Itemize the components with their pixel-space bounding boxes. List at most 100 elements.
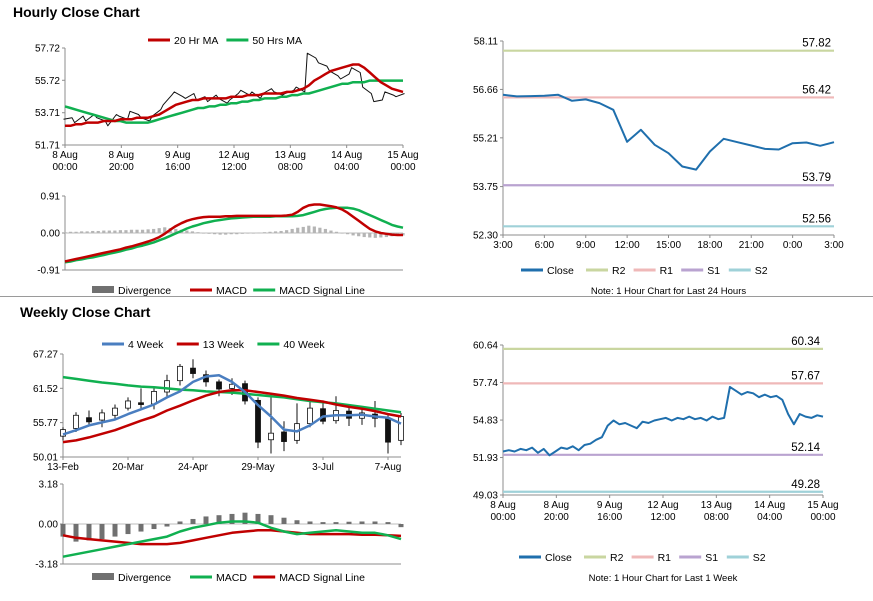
legend-label: R2 <box>610 552 624 564</box>
candlestick <box>372 400 378 428</box>
candle-body <box>385 417 391 443</box>
x-tick-label: 00:00 <box>52 162 77 173</box>
candlestick <box>216 379 222 397</box>
divergence-bar <box>151 524 157 530</box>
divergence-bar <box>362 233 366 238</box>
macd-line <box>64 203 403 263</box>
hourly-chart-title: Hourly Close Chart <box>13 4 140 20</box>
divergence-bar <box>216 515 222 524</box>
divergence-bar <box>318 227 322 233</box>
y-tick-label: 67.27 <box>33 350 58 361</box>
candle-body <box>190 367 196 374</box>
divergence-bar <box>290 228 294 233</box>
x-tick-label: 14 Aug <box>754 500 785 511</box>
x-tick-label: 0:00 <box>783 240 803 251</box>
y-tick-label: 52.30 <box>473 231 498 242</box>
y-tick-label: 0.00 <box>41 229 61 240</box>
candlestick <box>86 410 92 427</box>
x-tick-label: 9:00 <box>576 240 596 251</box>
x-tick-label: 13-Feb <box>47 462 79 473</box>
y-tick-label: 56.66 <box>473 85 498 96</box>
divergence-bar <box>190 231 195 233</box>
y-tick-label: 60.64 <box>473 341 498 352</box>
x-tick-label: 13 Aug <box>701 500 732 511</box>
divergence-bar <box>398 524 404 528</box>
close-line <box>502 93 835 171</box>
divergence-bar <box>140 229 145 233</box>
divergence-bar <box>257 232 261 234</box>
divergence-bar <box>185 230 189 233</box>
divergence-bar <box>294 520 300 524</box>
divergence-bar <box>246 233 250 234</box>
divergence-bar <box>346 521 352 524</box>
level-label-s1: 53.79 <box>802 172 831 184</box>
chart-note: Note: 1 Hour Chart for Last 1 Week <box>589 573 738 584</box>
x-tick-label: 6:00 <box>535 240 555 251</box>
divergence-bar <box>268 515 274 524</box>
divergence-bar <box>281 517 287 524</box>
divergence-bar <box>229 513 235 524</box>
x-tick-label: 12:00 <box>650 512 675 523</box>
divergence-bar <box>60 524 66 537</box>
candle-body <box>398 416 404 441</box>
legend-label: S2 <box>755 265 768 277</box>
legend-label: MACD <box>216 285 247 297</box>
divergence-bar <box>196 232 200 233</box>
x-tick-label: 16:00 <box>597 512 622 523</box>
candle-body <box>151 391 157 405</box>
legend-label: Divergence <box>118 572 171 584</box>
candlestick <box>125 397 131 411</box>
divergence-bar <box>73 524 79 542</box>
divergence-bar <box>224 233 228 235</box>
candle-body <box>229 383 235 389</box>
divergence-bar <box>359 521 365 524</box>
x-tick-label: 12 Aug <box>647 500 678 511</box>
candlestick <box>333 396 339 424</box>
legend-label: MACD Signal Line <box>279 285 365 297</box>
divergence-bar <box>296 227 300 233</box>
legend-label: 13 Week <box>203 339 245 351</box>
candle-body <box>138 402 144 405</box>
legend-label: S1 <box>707 265 720 277</box>
candlestick <box>294 403 300 444</box>
x-tick-label: 13 Aug <box>275 150 306 161</box>
divergence-bar <box>80 231 84 233</box>
level-label-s2: 49.28 <box>791 479 820 491</box>
x-tick-label: 08:00 <box>278 162 303 173</box>
divergence-bar <box>135 229 139 233</box>
divergence-bar <box>68 231 73 233</box>
candlestick <box>99 409 105 428</box>
divergence-bar <box>323 228 328 233</box>
x-tick-label: 8 Aug <box>544 500 570 511</box>
divergence-bar <box>174 228 178 233</box>
x-tick-label: 3:00 <box>493 240 513 251</box>
legend-label: R2 <box>612 265 626 277</box>
candlestick <box>268 392 274 454</box>
legend-label: S1 <box>705 552 718 564</box>
divergence-bar <box>96 230 100 233</box>
divergence-bar <box>129 229 134 233</box>
divergence-bar <box>385 522 391 524</box>
candlestick <box>164 374 170 398</box>
divergence-bar <box>107 230 111 233</box>
divergence-bar <box>157 228 161 233</box>
x-tick-label: 12 Aug <box>218 150 249 161</box>
x-tick-label: 18:00 <box>697 240 722 251</box>
x-tick-label: 15 Aug <box>387 150 418 161</box>
divergence-bar <box>273 231 278 233</box>
x-tick-label: 15:00 <box>656 240 681 251</box>
y-tick-label: 0.91 <box>41 192 61 203</box>
divergence-bar <box>163 227 167 233</box>
divergence-bar <box>368 233 372 238</box>
divergence-bar <box>229 233 233 235</box>
macd-signal-line <box>64 206 404 264</box>
divergence-bar <box>251 233 255 234</box>
x-tick-label: 00:00 <box>490 512 515 523</box>
y-tick-label: 55.77 <box>33 418 58 429</box>
x-tick-label: 21:00 <box>739 240 764 251</box>
20-hr-ma-line <box>65 63 404 128</box>
legend-label: Close <box>545 552 572 564</box>
weekly-macd-chart: 3.18 0.00 -3.18 Divergence MACD MACD Signal L… <box>35 480 404 584</box>
candle-body <box>281 431 287 442</box>
